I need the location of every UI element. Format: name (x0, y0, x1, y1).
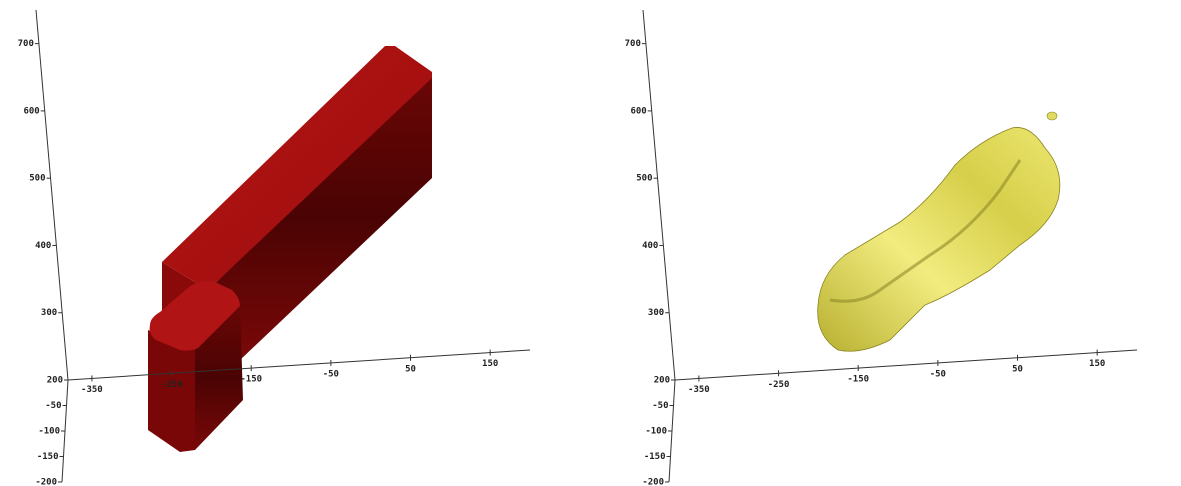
z-axis (643, 10, 675, 380)
z-tick-label: 200 (47, 376, 63, 386)
z-tick-label: 300 (648, 308, 664, 318)
z-tick-label: 700 (18, 39, 34, 49)
z-tick-label: 600 (630, 106, 646, 116)
y-tick-label: -50 (45, 401, 61, 411)
x-tick-label: 50 (405, 364, 416, 374)
z-tick-label: 300 (41, 308, 57, 318)
x-tick-label: 150 (1089, 359, 1105, 369)
y-tick-label: -200 (642, 478, 664, 486)
y-tick-label: -200 (35, 478, 57, 486)
y-tick-label: -150 (644, 452, 666, 462)
y-tick-label: -100 (38, 427, 60, 437)
z-tick-label: 200 (654, 376, 670, 386)
yellow-shape (818, 112, 1060, 351)
z-tick-label: 500 (29, 174, 45, 184)
x-tick-label: -350 (688, 385, 710, 395)
y-tick-label: -50 (652, 401, 668, 411)
red-shape (148, 46, 432, 452)
x-tick-label: -50 (930, 369, 946, 379)
x-tick-label: -150 (847, 375, 869, 385)
x-tick-label: -50 (323, 369, 339, 379)
z-tick-label: 400 (35, 241, 51, 251)
x-tick-label: -350 (81, 385, 103, 395)
z-axis (36, 10, 68, 380)
x-tick-label: 150 (482, 359, 498, 369)
z-tick-label: 600 (23, 106, 39, 116)
z-tick-label: 700 (625, 39, 641, 49)
x-tick-label: 50 (1012, 364, 1023, 374)
z-tick-label: 400 (642, 241, 658, 251)
y-tick-label: -150 (37, 452, 59, 462)
y-tick-label: -100 (645, 427, 667, 437)
x-tick-label: -250 (161, 380, 183, 390)
x-tick-label: -250 (768, 380, 790, 390)
x-axis (675, 350, 1137, 380)
z-tick-label: 500 (636, 174, 652, 184)
x-tick-label: -150 (240, 375, 262, 385)
figure: -350 -250 -150 -50 50 150 200 300 400 500 600 700 -5… (0, 0, 1181, 486)
x-axis (68, 350, 530, 380)
